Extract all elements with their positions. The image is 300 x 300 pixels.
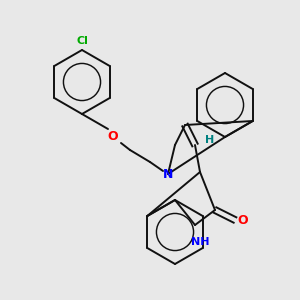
Text: H: H	[205, 135, 214, 145]
Text: O: O	[108, 130, 118, 143]
Text: Cl: Cl	[76, 36, 88, 46]
Text: O: O	[238, 214, 248, 226]
Text: NH: NH	[191, 237, 209, 247]
Text: N: N	[163, 167, 173, 181]
